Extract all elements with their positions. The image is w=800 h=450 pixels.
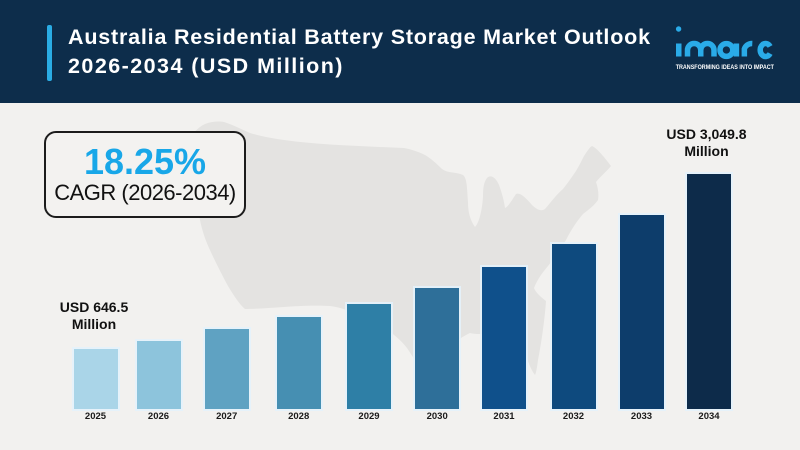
svg-text:TRANSFORMING IDEAS INTO IMPACT: TRANSFORMING IDEAS INTO IMPACT [676,64,774,71]
